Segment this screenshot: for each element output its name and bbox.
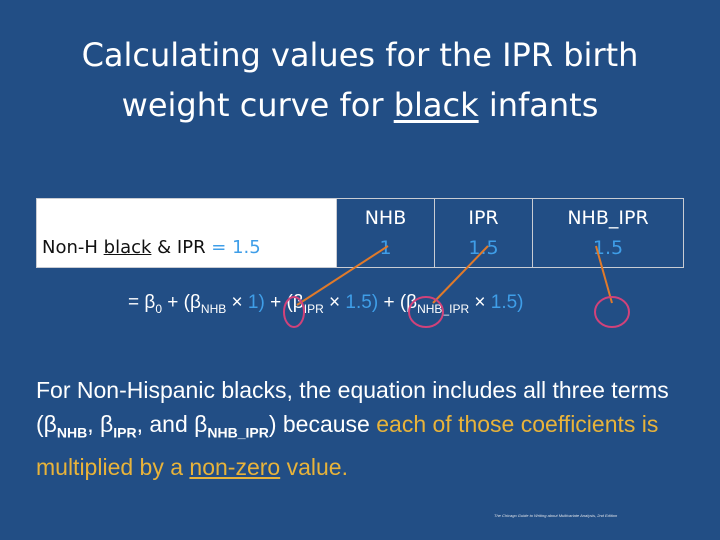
- title-underlined-word: black: [393, 86, 479, 124]
- eq-t3-sub: NHB_IPR: [417, 301, 470, 316]
- para-text-1: For Non-Hispanic blacks, the equation in…: [36, 377, 669, 437]
- row-label-underlined: black: [103, 237, 152, 258]
- cell-nhb-ipr: NHB_IPR 1.5: [532, 198, 684, 268]
- eq-t1-times: ×: [226, 292, 248, 313]
- eq-t2-open: + (β: [264, 292, 304, 313]
- para-highlight-underlined: non-zero: [189, 453, 281, 480]
- eq-t2-times: ×: [323, 292, 346, 313]
- header-nhb: NHB: [364, 207, 407, 229]
- value-ipr: 1.5: [468, 237, 499, 259]
- para-highlight-2: value.: [280, 453, 348, 480]
- para-highlight-1: each of those coefficients is multiplied…: [36, 411, 659, 480]
- eq-lead: = β: [128, 292, 156, 313]
- values-table: Non-H black & IPR = 1.5 NHB 1 IPR 1.5 NH…: [36, 198, 684, 268]
- footer-citation: The Chicago Guide to Writing about Multi…: [494, 513, 618, 518]
- equation: = β0 + (βNHB × 1) + (βIPR × 1.5) + (βNHB…: [128, 292, 524, 316]
- para-sub-nhb: NHB: [56, 424, 88, 441]
- eq-t3-val: 1.5): [490, 292, 524, 313]
- eq-t1-open: + (β: [162, 292, 201, 313]
- row-label-mid: & IPR: [151, 237, 212, 258]
- title-line-2: weight curve for black infants: [30, 80, 690, 130]
- title-line-2-post: infants: [478, 86, 599, 124]
- para-text-3: , and β: [136, 411, 208, 437]
- para-sub-nhb-ipr: NHB_IPR: [207, 424, 269, 441]
- circle-nhb-ipr-value: [594, 296, 630, 328]
- eq-t3-open: + (β: [378, 292, 418, 313]
- eq-t1-val: 1): [247, 292, 265, 313]
- header-nhb-ipr: NHB_IPR: [567, 207, 649, 229]
- cell-ipr: IPR 1.5: [434, 198, 533, 268]
- table-row: Non-H black & IPR = 1.5 NHB 1 IPR 1.5 NH…: [36, 198, 684, 268]
- title-line-2-pre: weight curve for: [121, 86, 394, 124]
- para-sub-ipr: IPR: [113, 424, 137, 441]
- value-nhb-ipr: 1.5: [592, 237, 624, 259]
- title-line-1: Calculating values for the IPR birth: [81, 36, 639, 74]
- para-text-4: ) because: [268, 411, 377, 437]
- row-label-value: = 1.5: [211, 237, 261, 258]
- eq-t2-val: 1.5): [345, 292, 379, 313]
- row-label-pre: Non-H: [42, 237, 104, 258]
- cell-nhb: NHB 1: [336, 198, 435, 268]
- value-nhb: 1: [379, 237, 392, 259]
- eq-t1-sub: NHB: [200, 301, 227, 316]
- para-text-2: , β: [87, 411, 114, 437]
- eq-sub-0: 0: [155, 301, 162, 316]
- slide-title: Calculating values for the IPR birth wei…: [30, 30, 690, 130]
- eq-t2-sub: IPR: [303, 301, 324, 316]
- header-ipr: IPR: [468, 207, 499, 229]
- row-label-cell: Non-H black & IPR = 1.5: [36, 198, 337, 268]
- explanation-paragraph: For Non-Hispanic blacks, the equation in…: [36, 373, 706, 484]
- eq-t3-times: ×: [469, 292, 491, 313]
